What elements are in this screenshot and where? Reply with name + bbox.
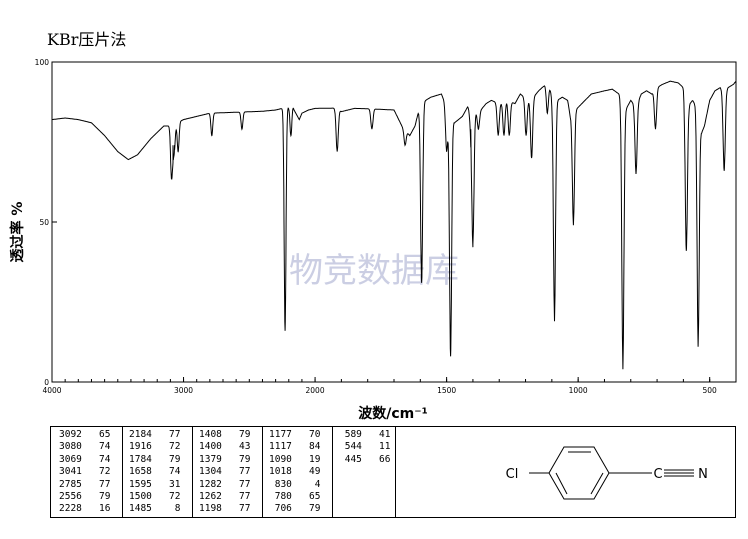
peak-table-column: 2184 77 1916 72 1784 79 1658 74 1595 31 … [129,429,181,515]
peak-table: 3092 65 3080 74 3069 74 3041 72 2785 77 … [50,426,736,518]
y-tick-label: 50 [39,218,49,227]
peak-table-column: 589 41 544 11 445 66 [344,429,391,465]
table-divider [262,427,263,517]
structure-diagram: Cl C N [446,427,735,517]
chlorine-atom: Cl [506,467,519,482]
x-tick-label: 2000 [306,386,325,395]
y-axis-label: 透过率 % [9,202,26,263]
peak-table-column: 1408 79 1400 43 1379 79 1304 77 1282 77 … [199,429,251,515]
method-label: KBr压片法 [47,30,127,49]
y-tick-label: 0 [44,378,49,387]
watermark: 物竞数据库 [289,251,459,291]
x-axis-label: 波数/cm⁻¹ [358,405,428,422]
y-tick-label: 100 [35,58,50,67]
table-divider [192,427,193,517]
x-tick-label: 1000 [569,386,588,395]
nitrogen-atom: N [698,467,708,482]
x-tick-labels: 4000 3000 2000 1500 1000 500 [42,377,717,395]
peak-table-column: 1177 70 1117 84 1090 19 1018 49 830 4 78… [269,429,321,515]
x-tick-label: 3000 [174,386,193,395]
x-tick-label: 1500 [437,386,456,395]
spectrum-line [52,80,737,370]
benzene-ring [529,446,694,500]
carbon-atom: C [653,467,662,482]
table-divider [332,427,333,517]
peak-table-column: 3092 65 3080 74 3069 74 3041 72 2785 77 … [59,429,111,515]
table-divider [395,427,396,517]
table-divider [122,427,123,517]
ir-spectrum-chart: 4000 3000 2000 1500 1000 500 0 50 100 物竞数据库 波数/… [9,58,737,422]
x-tick-label: 500 [703,386,718,395]
y-tick-labels: 0 50 100 [35,58,57,387]
x-tick-label: 4000 [42,386,61,395]
